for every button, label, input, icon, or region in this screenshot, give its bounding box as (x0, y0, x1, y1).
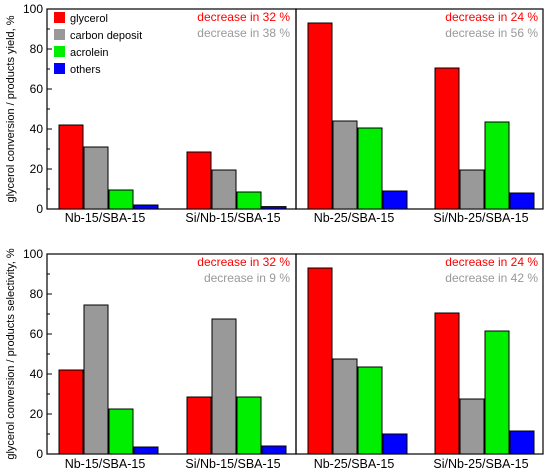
legend-swatch-acrolein (54, 46, 65, 57)
y-tick-label: 100 (23, 2, 43, 16)
x-category-label: Nb-25/SBA-15 (314, 211, 395, 225)
annotation-text: decrease in 56 % (445, 26, 538, 40)
bar-carbon-deposit (211, 318, 237, 455)
legend-swatch-glycerol (54, 12, 65, 23)
bar-carbon-deposit (83, 304, 109, 455)
top-chart: 0 20 40 60 80 100 glycerol conversion / produc… (5, 2, 544, 225)
bar-others (133, 446, 159, 455)
bar-glycerol (186, 396, 212, 455)
bar-acrolein (108, 189, 134, 210)
annotation-text: decrease in 9 % (204, 271, 290, 285)
bar-acrolein (236, 191, 262, 210)
legend-label: carbon deposit (70, 30, 142, 42)
legend-label: acrolein (70, 47, 109, 59)
bar-carbon-deposit (211, 169, 237, 210)
bar-others (261, 445, 287, 455)
y-tick-label: 40 (30, 367, 44, 381)
bar-others (509, 192, 535, 210)
bar-glycerol (434, 67, 460, 210)
legend-label: glycerol (70, 13, 108, 25)
annotation-text: decrease in 24 % (445, 10, 538, 24)
x-category-label: Nb-25/SBA-15 (314, 457, 395, 471)
bar-glycerol (307, 267, 333, 455)
bar-glycerol (307, 22, 333, 210)
bar-carbon-deposit (83, 146, 109, 210)
bar-acrolein (108, 408, 134, 455)
x-category-label: Si/Nb-25/SBA-15 (433, 457, 528, 471)
x-category-label: Si/Nb-15/SBA-15 (185, 457, 280, 471)
y-tick-label: 80 (30, 42, 44, 56)
annotation-text: decrease in 32 % (197, 10, 290, 24)
bar-acrolein (484, 330, 510, 455)
legend-swatch-others (54, 63, 65, 74)
bar-acrolein (484, 121, 510, 210)
bar-acrolein (236, 396, 262, 455)
y-axis-label: glycerol conversion / products selectivi… (5, 248, 17, 460)
plot-frame-right (295, 253, 544, 455)
y-axis-label: glycerol conversion / products yield, % (5, 15, 17, 202)
bar-glycerol (58, 369, 84, 455)
bar-carbon-deposit (332, 358, 358, 455)
y-tick-label: 40 (30, 122, 44, 136)
annotation-text: decrease in 24 % (445, 255, 538, 269)
bar-glycerol (186, 151, 212, 210)
bar-carbon-deposit (332, 120, 358, 210)
y-tick-label: 20 (30, 407, 44, 421)
bar-glycerol (434, 312, 460, 455)
legend-swatch-carbon-deposit (54, 29, 65, 40)
y-tick-label: 80 (30, 287, 44, 301)
bar-others (261, 206, 287, 210)
y-tick-label: 100 (23, 247, 43, 261)
bar-others (382, 190, 408, 210)
y-tick-label: 20 (30, 162, 44, 176)
bar-glycerol (58, 124, 84, 210)
x-category-label: Si/Nb-25/SBA-15 (433, 211, 528, 225)
bar-others (509, 430, 535, 455)
bottom-chart: 0 20 40 60 80 100 glycerol conversion / produc… (5, 247, 544, 471)
annotation-text: decrease in 32 % (197, 255, 290, 269)
x-category-label: Nb-15/SBA-15 (65, 211, 146, 225)
x-category-label: Si/Nb-15/SBA-15 (185, 211, 280, 225)
bar-carbon-deposit (459, 169, 485, 210)
bar-carbon-deposit (459, 398, 485, 455)
y-tick-label: 0 (36, 202, 43, 216)
bar-others (133, 204, 159, 210)
x-category-label: Nb-15/SBA-15 (65, 457, 146, 471)
bar-acrolein (357, 127, 383, 210)
legend: glycerol carbon deposit acrolein others (54, 12, 142, 76)
y-tick-label: 60 (30, 327, 44, 341)
legend-label: others (70, 64, 101, 76)
y-tick-label: 60 (30, 82, 44, 96)
annotation-text: decrease in 38 % (197, 26, 290, 40)
y-tick-label: 0 (36, 447, 43, 461)
bar-others (382, 433, 408, 455)
annotation-text: decrease in 42 % (445, 271, 538, 285)
bar-acrolein (357, 366, 383, 455)
plot-frame-right (295, 8, 544, 210)
